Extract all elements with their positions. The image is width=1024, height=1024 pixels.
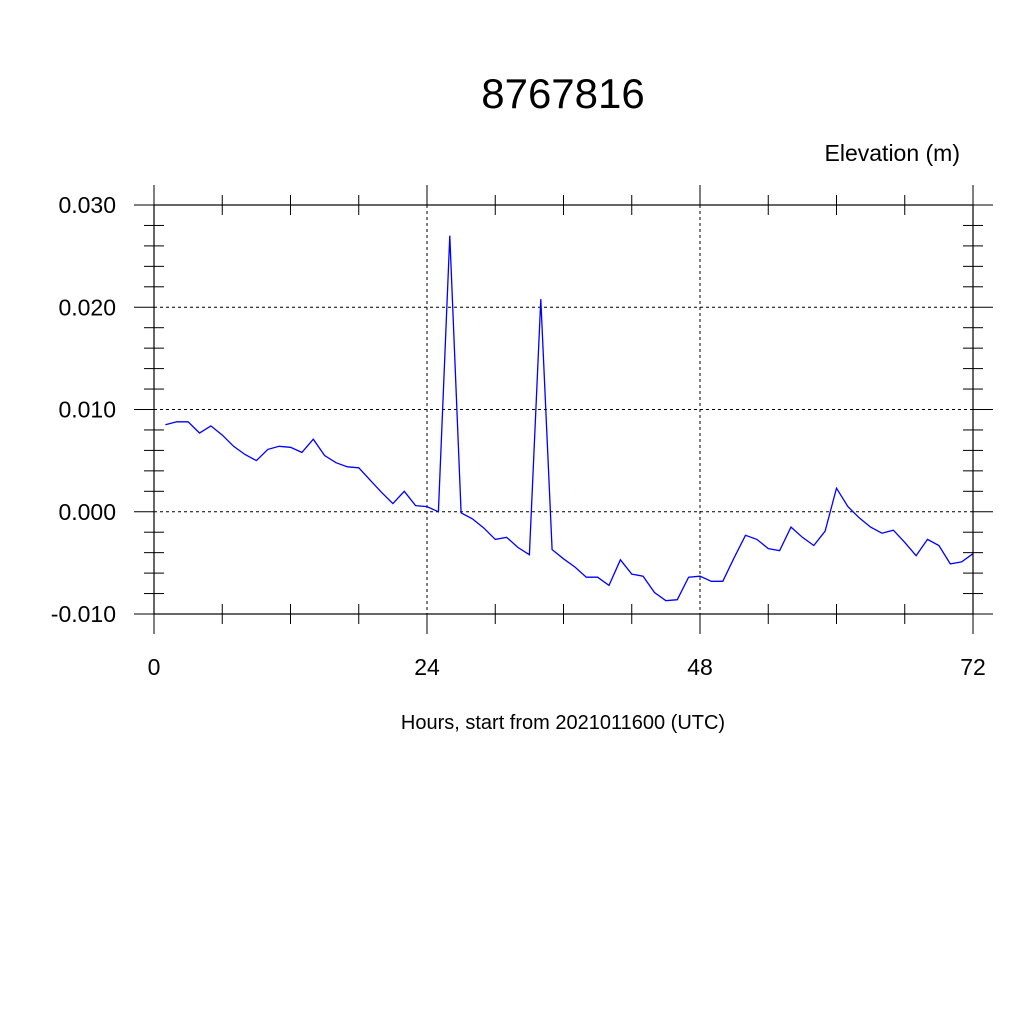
tick-label-layer: 0 24 48 72 -0.010 0.000 0.010 0.020 0.030	[51, 192, 986, 680]
plot-frame	[153, 204, 974, 615]
x-tick-label: 24	[414, 654, 440, 680]
plot-border	[153, 204, 974, 615]
y-tick-label: 0.000	[58, 499, 116, 525]
y-tick-label: 0.030	[58, 192, 116, 218]
y-tick-label: -0.010	[51, 601, 116, 627]
tick-layer	[134, 185, 993, 634]
y-axis-title: Elevation (m)	[825, 140, 960, 166]
x-axis-title: Hours, start from 2021011600 (UTC)	[401, 712, 725, 734]
x-tick-label: 0	[148, 654, 161, 680]
y-tick-label: 0.020	[58, 294, 116, 320]
x-tick-label: 48	[687, 654, 713, 680]
y-tick-label: 0.010	[58, 397, 116, 423]
series-layer	[165, 235, 974, 602]
elevation-series-line	[165, 235, 974, 602]
x-tick-label: 72	[960, 654, 986, 680]
grid-layer	[153, 204, 974, 615]
chart-title: 8767816	[481, 70, 645, 117]
